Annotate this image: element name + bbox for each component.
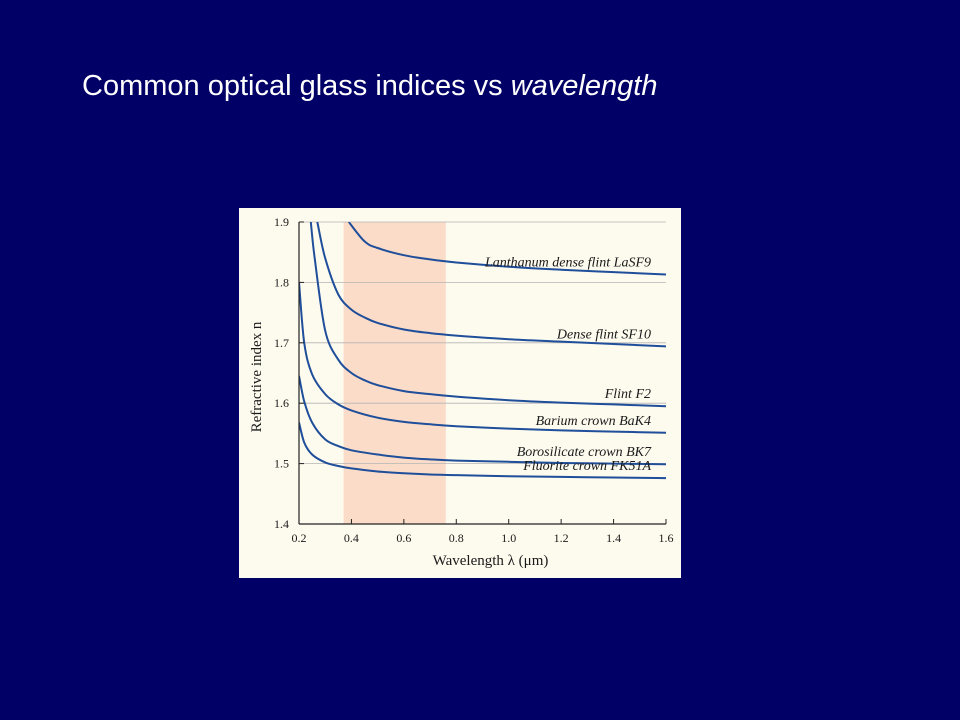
series-line-5 [299, 375, 666, 466]
x-tick-label: 0.4 [344, 531, 359, 545]
refractive-index-chart: Lanthanum dense flint LaSF9 Dense flint S… [239, 208, 681, 578]
y-axis-label: Refractive index n [249, 321, 265, 432]
visible-band [343, 222, 446, 524]
y-tick-label: 1.5 [274, 457, 289, 471]
chart-svg: Lanthanum dense flint LaSF9 Dense flint S… [249, 215, 674, 569]
series-label-4: Barium crown BaK4 [536, 414, 651, 429]
y-tick-label: 1.8 [274, 275, 289, 289]
series-line-6 [299, 422, 666, 480]
x-tick-label: 1.4 [606, 531, 621, 545]
series-label-2: Dense flint SF10 [556, 327, 651, 342]
x-tick-label: 0.8 [449, 531, 464, 545]
x-tick-label: 1.6 [659, 531, 674, 545]
series-line-4 [299, 282, 666, 434]
series-label-1: Lanthanum dense flint LaSF9 [484, 256, 651, 271]
slide-title: Common optical glass indices vs waveleng… [82, 70, 657, 103]
x-tick-label: 0.2 [292, 531, 307, 545]
series-line-1 [348, 222, 666, 276]
series-label-3: Flint F2 [604, 387, 651, 402]
y-tick-label: 1.6 [274, 396, 289, 410]
x-axis-label: Wavelength λ (μm) [433, 553, 549, 569]
slide-title-emphasis: wavelength [510, 70, 658, 102]
series-line-3 [309, 222, 666, 408]
y-tick-label: 1.9 [274, 215, 289, 229]
x-tick-label: 1.0 [501, 531, 516, 545]
x-tick-label: 1.2 [554, 531, 569, 545]
series-label-5: Borosilicate crown BK7 [517, 445, 652, 460]
x-tick-label: 0.6 [396, 531, 411, 545]
series-line-2 [316, 222, 666, 348]
series-label-6: Fluorite crown FK51A [522, 459, 651, 474]
y-tick-label: 1.4 [274, 517, 289, 531]
slide-title-text: Common optical glass indices vs [82, 70, 511, 102]
y-tick-label: 1.7 [274, 336, 289, 350]
